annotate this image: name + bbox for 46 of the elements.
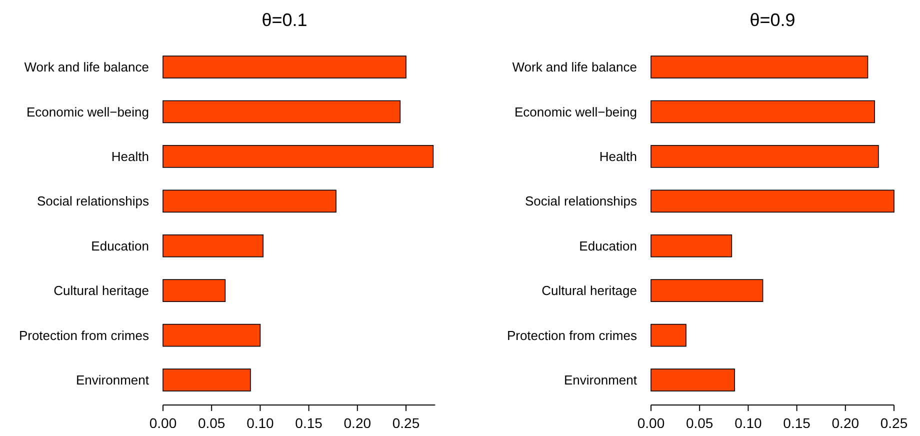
bar [650,324,686,347]
y-tick-label: Protection from crimes [506,328,638,343]
y-tick-label: Health [599,148,637,164]
x-tick-label: 0.25 [392,415,420,431]
y-tick-label: Work and life balance [512,60,637,75]
y-tick-label: Education [91,238,149,254]
y-tick-label: Health [111,148,149,164]
x-tick-label: 0.10 [246,415,274,431]
x-tick-label: 0.25 [880,415,908,431]
bar [650,368,735,392]
x-tick-label: 0.05 [686,415,714,431]
y-tick-label: Work and life balance [24,60,149,75]
bar [162,145,434,168]
bar [650,145,879,168]
y-tick-label: Cultural heritage [542,283,637,298]
bar [650,279,764,302]
bar [650,190,894,213]
bar [162,368,251,392]
bar [162,100,401,124]
bar [162,279,226,302]
bar [650,56,868,78]
x-tick-label: 0.00 [637,415,665,431]
chart-title: θ=0.1 [262,10,308,30]
bar [650,100,875,124]
y-tick-label: Environment [76,372,150,388]
y-tick-label: Economic well−being [26,104,149,120]
x-tick-label: 0.20 [344,415,372,431]
bar [162,190,336,213]
bar [162,56,406,78]
y-tick-label: Environment [564,372,638,388]
x-tick-label: 0.15 [783,415,811,431]
y-tick-label: Cultural heritage [54,283,149,298]
bar [162,324,261,347]
bar [162,234,264,258]
x-tick-label: 0.15 [295,415,323,431]
x-tick-label: 0.05 [198,415,226,431]
y-tick-label: Social relationships [36,194,150,209]
y-tick-label: Education [579,238,637,254]
y-tick-label: Social relationships [524,194,638,209]
y-tick-label: Economic well−being [514,104,637,120]
chart-title: θ=0.9 [750,10,796,30]
x-tick-label: 0.10 [734,415,762,431]
x-tick-label: 0.00 [149,415,177,431]
x-tick-label: 0.20 [832,415,860,431]
bar [650,234,732,258]
y-tick-label: Protection from crimes [18,328,150,343]
